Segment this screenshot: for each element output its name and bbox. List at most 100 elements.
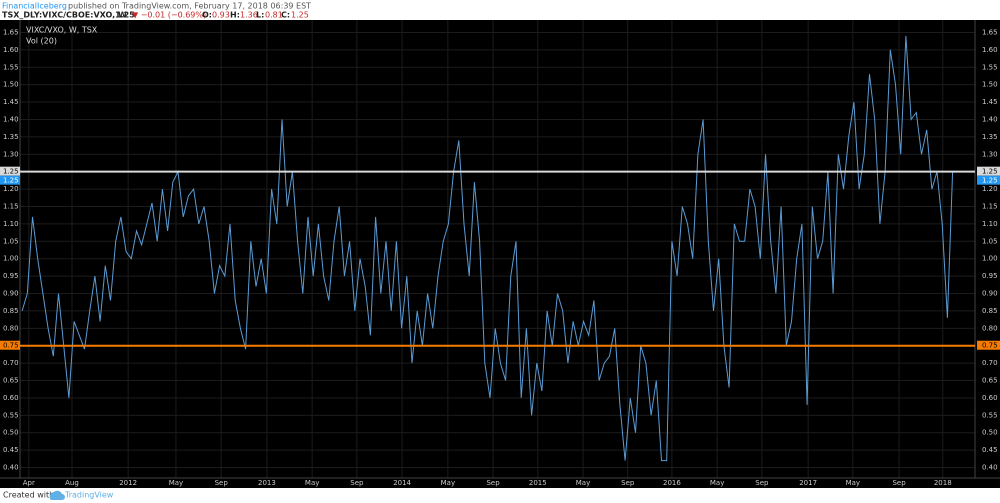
last-value-box-right [977,175,1000,185]
y-tick-label-right: 0.80 [982,324,998,332]
y-tick-label-right: 1.15 [982,202,998,210]
x-tick-label: Aug [65,479,79,487]
y-tick-label: 1.30 [3,150,19,158]
y-tick-label-right: 0.55 [982,411,998,419]
last: 1.25 [115,11,135,20]
plot: 0.40 0.40 0.45 0.45 0.50 0.50 0.55 0.55 0.60 0.60… [0,20,1000,487]
y-tick-label-right: 0.45 [982,446,998,454]
x-tick-label: May [169,479,183,487]
y-tick-label-right: 0.95 [982,272,998,280]
author[interactable]: FinancialIceberg [2,2,67,11]
x-tick-label: Sep [215,479,229,487]
x-tick-label: 2014 [393,479,411,487]
y-tick-label: 1.15 [3,202,19,210]
y-tick-label: 1.05 [3,237,19,245]
y-tick-label: 0.95 [3,272,19,280]
y-tick-label-right: 1.30 [982,150,998,158]
x-tick-label: 2012 [119,479,137,487]
y-tick-label: 1.35 [3,133,19,141]
x-tick-label: 2013 [258,479,276,487]
y-tick-label: 0.80 [3,324,19,332]
chart-subtitle: Vol (20) [26,37,57,46]
y-tick-label: 0.85 [3,307,19,315]
last-value-label: 1.25 [3,177,19,185]
level-label-right: 1.25 [982,168,998,176]
c-label: C: [281,11,290,20]
y-tick-label-right: 1.40 [982,115,998,123]
y-tick-label: 0.45 [3,446,19,454]
y-tick-label: 1.50 [3,81,19,89]
chart-title: VIXC/VXO, W, TSX [26,26,98,35]
x-tick-label: 2018 [934,479,952,487]
y-tick-label: 0.90 [3,290,19,298]
level-label-right: 0.75 [982,342,998,350]
y-tick-label: 1.45 [3,98,19,106]
level-label-box-right [977,166,1000,176]
symbol: TSX_DLY:VIXC/CBOE:VXO, W [2,11,127,20]
y-tick-label: 0.55 [3,411,19,419]
footer-brand[interactable]: TradingView [64,491,114,500]
y-tick-label: 1.20 [3,185,19,193]
y-tick-label-right: 0.60 [982,394,998,402]
y-tick-label-right: 1.45 [982,98,998,106]
last-value-box [0,175,20,185]
y-tick-label-right: 1.05 [982,237,998,245]
level-label-box-right [977,340,1000,350]
published: published on TradingView.com, February 1… [68,2,311,11]
level-label: 0.75 [3,342,19,350]
y-tick-label-right: 0.65 [982,377,998,385]
o-label: O: [202,11,212,20]
y-tick-label-right: 1.10 [982,220,998,228]
y-tick-label-right: 1.00 [982,255,998,263]
y-tick-label-right: 1.55 [982,63,998,71]
l: 0.81 [265,11,283,20]
series-line [21,35,954,462]
y-tick-label-right: 1.60 [982,46,998,54]
y-tick-label: 0.60 [3,394,19,402]
level-label-box [0,340,20,350]
x-tick-label: Sep [621,479,635,487]
x-tick-label: 2017 [799,479,817,487]
level-label-box [0,166,20,176]
y-tick-label-right: 0.85 [982,307,998,315]
brand-icon [49,490,65,500]
y-tick-label: 1.55 [3,63,19,71]
y-tick-label: 1.00 [3,255,19,263]
y-tick-label: 1.40 [3,115,19,123]
chart-background [0,20,1000,488]
x-tick-label: Apr [23,479,35,487]
level-label: 1.25 [3,168,19,176]
y-tick-label-right: 0.90 [982,290,998,298]
x-tick-label: May [576,479,590,487]
x-tick-label: Sep [486,479,500,487]
symbol-line: TSX_DLY:VIXC/CBOE:VXO, W 1.25 ▼ −0.01 (−… [2,11,309,20]
h-label: H: [230,11,240,20]
x-tick-label: Sep [892,479,906,487]
o: 0.93 [212,11,230,20]
x-tick-label: May [710,479,724,487]
h: 1.36 [240,11,258,20]
y-tick-label-right: 0.50 [982,429,998,437]
y-tick-label-right: 0.40 [982,464,998,472]
x-tick-label: 2016 [663,479,681,487]
footer-created: Created with [3,491,54,500]
x-tick-label: Sep [350,479,364,487]
x-tick-label: May [441,479,455,487]
y-tick-label-right: 0.70 [982,359,998,367]
y-tick-label: 0.70 [3,359,19,367]
x-tick-label: May [305,479,319,487]
y-tick-label-right: 1.65 [982,28,998,36]
y-tick-label: 1.60 [3,46,19,54]
last-value-label-right: 1.25 [982,177,998,185]
y-tick-label: 1.10 [3,220,19,228]
y-tick-label-right: 1.35 [982,133,998,141]
y-tick-label-right: 1.50 [982,81,998,89]
c: 1.25 [291,11,309,20]
l-label: L: [256,11,264,20]
x-tick-label: Sep [755,479,769,487]
y-tick-label: 0.65 [3,377,19,385]
y-tick-label: 0.50 [3,429,19,437]
x-tick-label: May [846,479,860,487]
x-tick-label: 2015 [529,479,547,487]
